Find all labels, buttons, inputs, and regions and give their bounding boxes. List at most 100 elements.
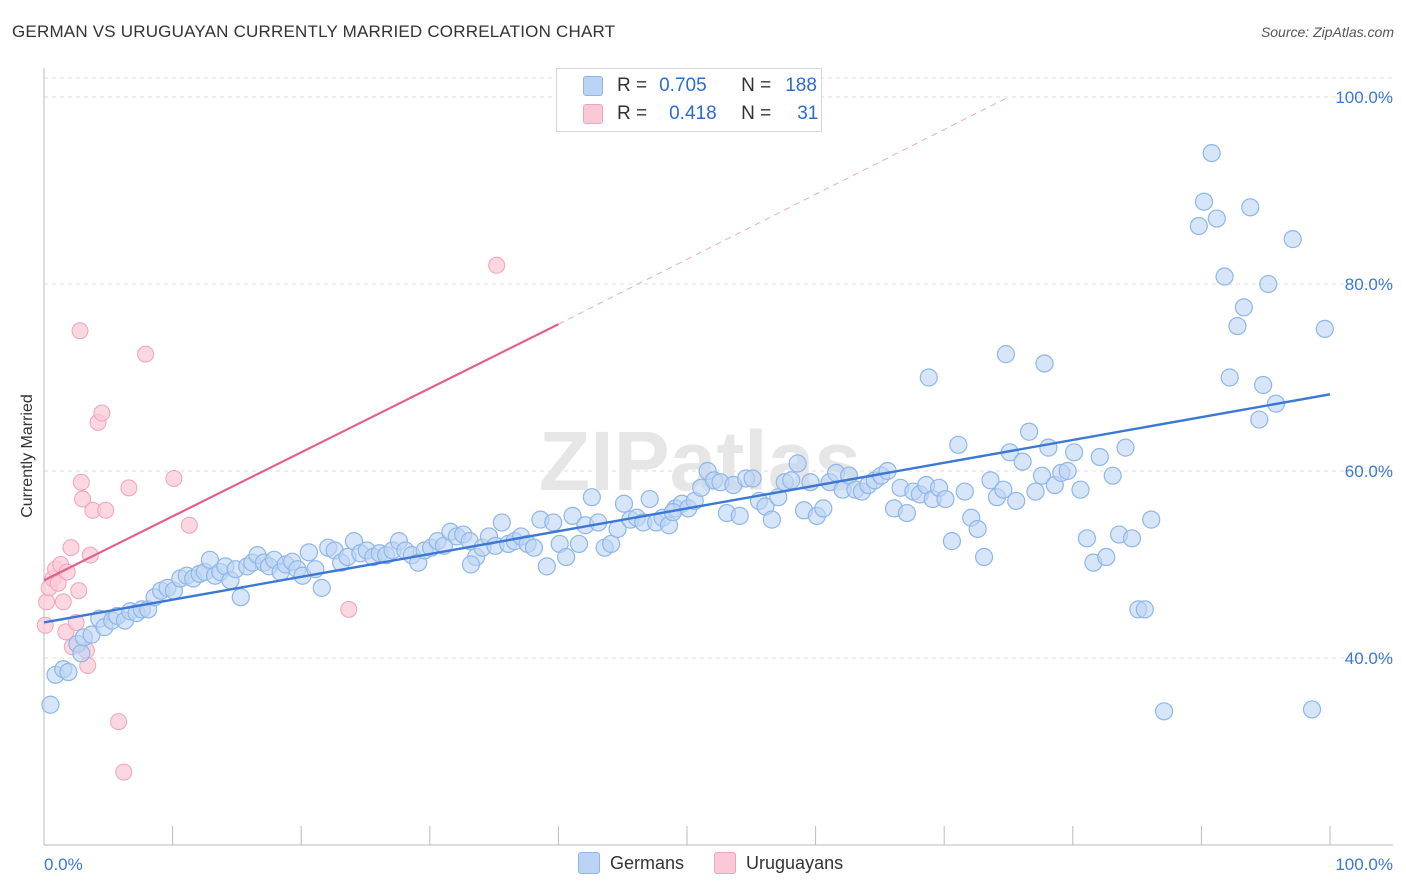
- germans-point: [299, 543, 319, 562]
- bottom-legend-germans[interactable]: Germans: [578, 852, 684, 874]
- germans-point: [569, 534, 589, 554]
- uruguayans-point: [49, 574, 67, 592]
- germans-point: [72, 644, 91, 663]
- germans-point: [919, 368, 938, 387]
- germans-point: [231, 588, 250, 607]
- bottom-legend-uruguayans[interactable]: Uruguayans: [714, 852, 843, 874]
- germans-point: [1090, 447, 1109, 467]
- germans-point: [1220, 368, 1239, 387]
- germans-point: [1250, 410, 1269, 429]
- legend-n-value: 31: [797, 103, 819, 124]
- germans-point: [524, 538, 544, 557]
- germans-point: [743, 469, 762, 488]
- germans-point: [1077, 529, 1097, 548]
- uruguayans-point: [38, 593, 56, 611]
- tick-labels: 40.0% 60.0% 80.0% 100.0% 0.0% 100.0%: [44, 88, 1393, 874]
- uruguayans-point: [488, 256, 506, 274]
- germans-point: [1228, 316, 1247, 336]
- germans-point: [1026, 482, 1045, 501]
- germans-point: [1315, 319, 1334, 338]
- legend-r-label: R =: [617, 103, 648, 124]
- legend-n-value: 188: [785, 75, 817, 96]
- germans-point: [762, 510, 781, 529]
- legend-row-uruguayans: R = 0.418 N = 31: [583, 101, 818, 127]
- uruguayans-point: [72, 473, 90, 491]
- x-tick-label: 0.0%: [44, 855, 83, 874]
- germans-point: [968, 519, 987, 539]
- germans-point: [1064, 443, 1084, 462]
- germans-point: [537, 557, 556, 576]
- germans-point: [996, 345, 1016, 364]
- germans-point: [782, 471, 801, 490]
- germans-point: [640, 489, 659, 509]
- germans-point: [788, 454, 807, 473]
- uruguayans-point: [54, 593, 72, 611]
- germans-point: [936, 489, 955, 509]
- bottom-legend-swatch-uruguayans: [714, 852, 737, 874]
- uruguayans-point: [71, 322, 89, 340]
- uruguayans-point: [115, 763, 133, 781]
- germans-point: [1259, 274, 1278, 294]
- y-tick-label: 60.0%: [1345, 462, 1393, 481]
- germans-point: [41, 695, 60, 714]
- uruguayans-point: [180, 516, 198, 534]
- chart-title: GERMAN VS URUGUAYAN CURRENTLY MARRIED CO…: [12, 22, 616, 41]
- germans-point: [1035, 354, 1054, 373]
- uruguayans-trend-extension: [558, 96, 1009, 325]
- legend-r-value: 0.705: [659, 75, 707, 96]
- legend-n-label: N =: [741, 103, 772, 124]
- germans-point: [1234, 298, 1253, 317]
- germans-point: [602, 534, 621, 554]
- uruguayans-point: [93, 404, 111, 422]
- x-tick-label: 100.0%: [1335, 855, 1393, 874]
- germans-point: [942, 532, 962, 551]
- uruguayans-point: [62, 539, 80, 557]
- germans-point: [730, 506, 749, 525]
- uruguayans-trend-line: [43, 323, 559, 582]
- germans-point: [1194, 192, 1214, 211]
- legend-n-label: N =: [741, 75, 772, 96]
- germans-point: [1135, 600, 1154, 619]
- uruguayans-point: [70, 582, 88, 600]
- uruguayans-point: [36, 616, 54, 634]
- bottom-legend-label: Germans: [610, 852, 685, 873]
- germans-point: [1202, 144, 1221, 163]
- germans-point: [981, 471, 1000, 490]
- germans-point: [1283, 230, 1302, 249]
- germans-point: [974, 547, 994, 567]
- germans-point: [1215, 267, 1234, 286]
- germans-point: [1189, 216, 1208, 236]
- germans-point: [563, 506, 582, 525]
- uruguayans-point: [340, 600, 358, 618]
- germans-point: [582, 488, 601, 507]
- germans-point: [614, 494, 634, 513]
- y-tick-label: 40.0%: [1345, 649, 1393, 668]
- uruguayans-points: [36, 256, 506, 781]
- germans-point: [1207, 209, 1226, 228]
- bottom-legend-swatch-germans: [578, 852, 600, 874]
- y-tick-label: 80.0%: [1345, 275, 1393, 294]
- germans-point: [1019, 422, 1039, 441]
- legend-row-germans: R = 0.705 N = 188: [583, 73, 817, 99]
- legend-swatch-uruguayans: [583, 104, 603, 124]
- bottom-legend-label: Uruguayans: [746, 852, 844, 873]
- source-label: Source: ZipAtlas.com: [1260, 24, 1394, 40]
- uruguayans-point: [165, 469, 183, 487]
- uruguayans-point: [97, 501, 115, 519]
- germans-point: [1039, 438, 1058, 457]
- germans-point: [59, 662, 78, 682]
- germans-point: [1007, 491, 1026, 511]
- germans-point: [312, 578, 331, 597]
- germans-point: [1122, 529, 1142, 548]
- germans-point: [1241, 198, 1260, 217]
- germans-point: [461, 555, 481, 574]
- germans-point: [1032, 466, 1052, 485]
- germans-point: [897, 503, 917, 523]
- axes: [43, 68, 1393, 846]
- legend-r-value: 0.418: [669, 103, 717, 124]
- trend-lines: [43, 96, 1331, 624]
- germans-point: [994, 480, 1013, 499]
- germans-point: [955, 482, 974, 501]
- germans-point: [1103, 466, 1122, 485]
